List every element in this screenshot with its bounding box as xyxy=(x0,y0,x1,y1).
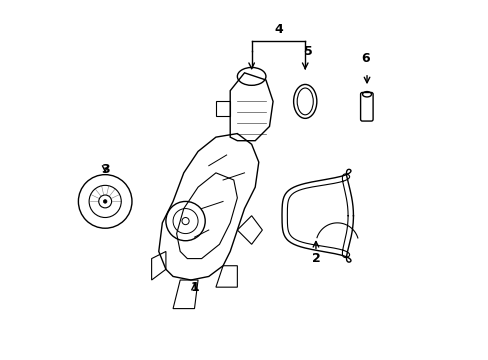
Text: 2: 2 xyxy=(311,252,320,265)
Text: 4: 4 xyxy=(273,23,282,36)
Text: 5: 5 xyxy=(304,45,312,58)
Text: 1: 1 xyxy=(190,281,199,294)
Text: 3: 3 xyxy=(101,163,109,176)
Circle shape xyxy=(103,200,107,203)
Text: 6: 6 xyxy=(361,52,369,65)
